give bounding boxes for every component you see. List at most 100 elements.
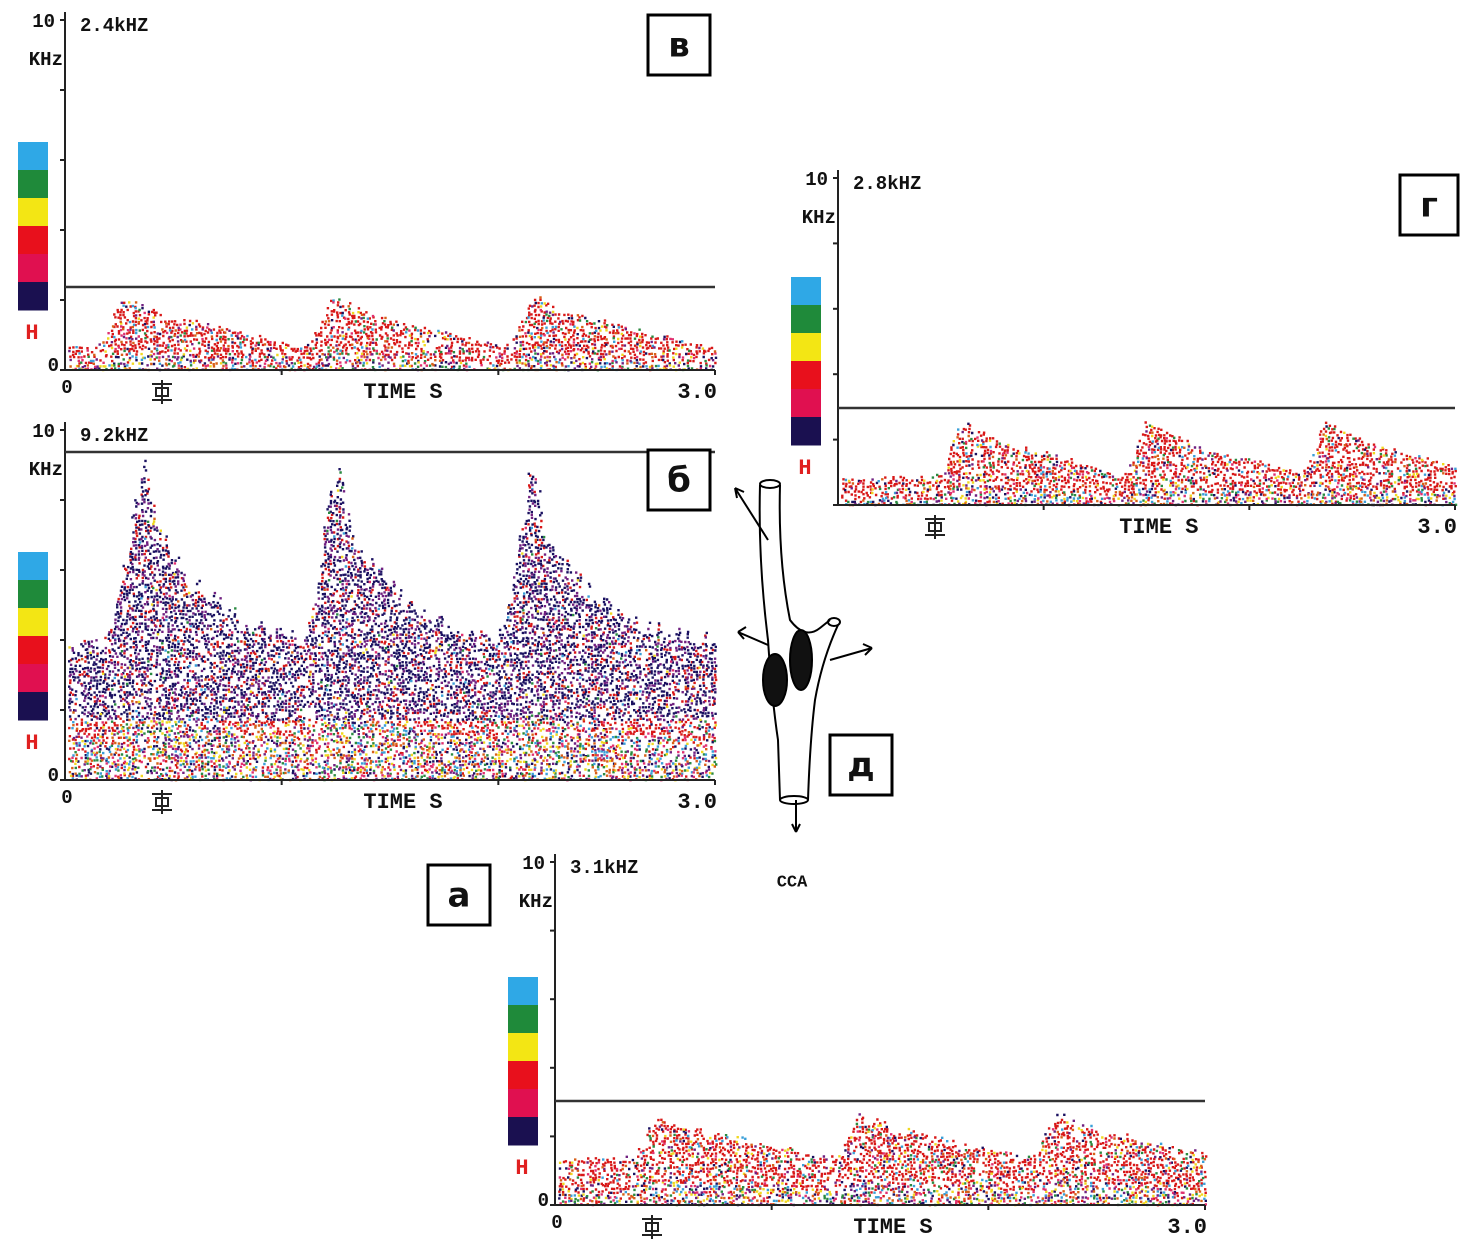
- spectrum-dots: [850, 430, 1456, 507]
- y-max-label: 10: [522, 853, 545, 875]
- panel-label: б: [667, 461, 691, 501]
- vessel-wall: [778, 484, 831, 634]
- color-scale: [508, 1117, 538, 1146]
- spectrogram-panel: H 10 KHz 2.4kHZ 00 TIME S 3.0 в: [18, 11, 718, 405]
- arrow: [829, 643, 873, 661]
- spectrum-dots: [847, 424, 1458, 507]
- vessel-label: CCA: [777, 873, 808, 892]
- y-unit: KHz: [29, 49, 63, 71]
- trigger-glyph: [152, 790, 172, 814]
- spectrum-dots: [558, 1116, 1208, 1207]
- peak-reading: 2.8kHZ: [853, 173, 921, 195]
- spectrogram-panel: H 10 KHz 3.1kHZ 00 TIME S 3.0 а: [426, 853, 1208, 1240]
- color-scale: [18, 692, 48, 721]
- label-box: [646, 13, 712, 77]
- color-scale: [508, 1005, 538, 1034]
- x-max-label: 3.0: [1417, 515, 1457, 540]
- color-scale: [18, 552, 48, 581]
- color-scale: [791, 361, 821, 390]
- vessel-end: [759, 479, 781, 489]
- y-min-label: 0: [48, 355, 59, 377]
- y-unit: KHz: [29, 459, 63, 481]
- spectrum-dots: [559, 1121, 1207, 1207]
- label-box: [1398, 173, 1460, 237]
- vessel-end: [827, 617, 841, 627]
- spectrum-dots: [561, 1122, 1205, 1207]
- x-min-label: 0: [61, 787, 72, 809]
- label-box: [426, 863, 492, 927]
- panel-label: г: [1420, 186, 1438, 226]
- panel-label: д: [847, 746, 874, 786]
- spectrogram-panel: H 10 KHz 9.2kHZ 00 TIME S 3.0 б: [18, 421, 718, 815]
- color-scale: [791, 333, 821, 362]
- trigger-glyph: [642, 1215, 662, 1239]
- scale-mark: H: [798, 456, 811, 481]
- arrow: [737, 626, 769, 646]
- color-scale: [508, 1089, 538, 1118]
- spectrum-dots: [93, 301, 718, 372]
- x-max-label: 3.0: [677, 790, 717, 815]
- panel-label: в: [668, 26, 690, 66]
- spectrum-dots: [68, 298, 717, 372]
- y-unit: KHz: [519, 891, 553, 913]
- peak-reading: 9.2kHZ: [80, 425, 148, 447]
- spectrum-dots: [68, 301, 715, 372]
- x-min-label: 0: [551, 1212, 562, 1234]
- plaque: [789, 629, 813, 691]
- color-scale: [508, 977, 538, 1006]
- plaque: [762, 653, 788, 707]
- panel-label: а: [448, 876, 471, 916]
- spectrum-dots: [841, 421, 1457, 507]
- color-scale: [18, 608, 48, 637]
- label-box: [646, 448, 712, 512]
- x-axis-title: TIME S: [363, 790, 442, 815]
- color-scale: [508, 1033, 538, 1062]
- color-scale: [791, 277, 821, 306]
- x-max-label: 3.0: [677, 380, 717, 405]
- spectrum-dots: [859, 436, 1456, 507]
- color-scale: [18, 170, 48, 199]
- y-min-label: 0: [48, 765, 59, 787]
- x-max-label: 3.0: [1167, 1215, 1207, 1240]
- color-scale: [18, 254, 48, 283]
- color-scale: [18, 198, 48, 227]
- color-scale: [508, 1061, 538, 1090]
- spectrum-dots: [68, 478, 717, 782]
- color-scale: [18, 664, 48, 693]
- label-box: [828, 733, 894, 797]
- peak-reading: 3.1kHZ: [570, 857, 638, 879]
- vessel-end: [779, 795, 809, 805]
- spectrum-dots: [68, 459, 718, 781]
- trigger-glyph: [925, 515, 945, 539]
- spectrum-dots: [568, 1124, 1206, 1207]
- arrow: [791, 800, 801, 833]
- y-min-label: 0: [538, 1190, 549, 1212]
- x-min-label: 0: [61, 377, 72, 399]
- color-scale: [791, 305, 821, 334]
- vessel-diagram: [734, 479, 873, 833]
- y-unit: KHz: [802, 207, 836, 229]
- y-max-label: 10: [32, 421, 55, 443]
- color-scale: [18, 282, 48, 311]
- color-scale: [791, 417, 821, 446]
- color-scale: [18, 142, 48, 171]
- color-scale: [791, 389, 821, 418]
- x-axis-title: TIME S: [1119, 515, 1198, 540]
- y-max-label: 10: [805, 169, 828, 191]
- scale-mark: H: [25, 321, 38, 346]
- color-scale: [18, 636, 48, 665]
- color-scale: [18, 580, 48, 609]
- peak-reading: 2.4kHZ: [80, 15, 148, 37]
- vessel-wall: [758, 484, 781, 801]
- y-max-label: 10: [32, 11, 55, 33]
- vessel-wall: [807, 624, 839, 801]
- spectrum-dots: [68, 489, 718, 782]
- arrow: [734, 487, 769, 541]
- scale-mark: H: [25, 731, 38, 756]
- x-axis-title: TIME S: [853, 1215, 932, 1240]
- color-scale: [18, 226, 48, 255]
- x-axis-title: TIME S: [363, 380, 442, 405]
- trigger-glyph: [152, 380, 172, 404]
